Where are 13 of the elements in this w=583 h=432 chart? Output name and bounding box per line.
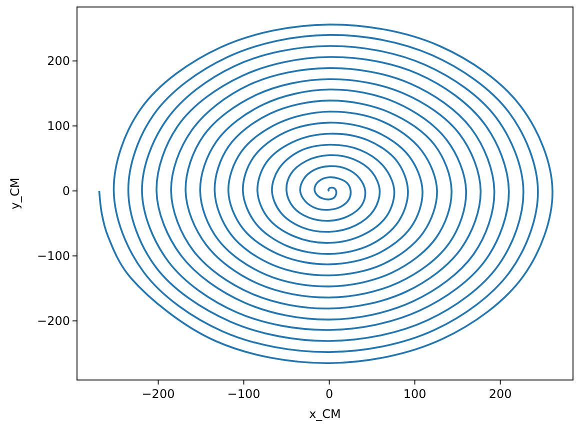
x-axis-title: x_CM [309,407,341,421]
y-tick-label: −200 [37,314,70,328]
y-tick-label: 100 [47,119,70,134]
x-tick-label: −200 [142,387,175,401]
y-tick-label: −100 [37,249,70,264]
y-tick-label: 200 [47,54,70,68]
x-tick-label: 200 [488,387,512,401]
x-tick-label: 0 [325,387,334,401]
x-tick-label: −100 [227,387,260,401]
y-axis-title: y_CM [8,178,22,210]
x-tick-label: 100 [403,387,426,401]
y-tick-label: 0 [62,184,70,198]
line-series [98,24,554,364]
